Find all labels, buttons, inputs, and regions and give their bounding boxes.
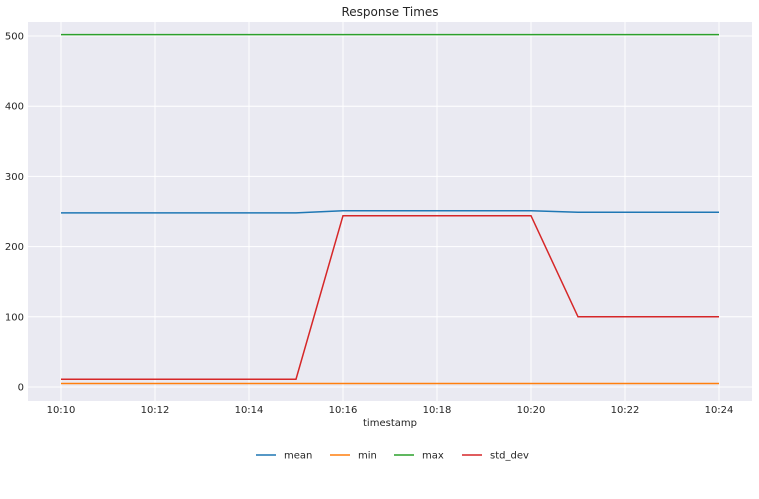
x-tick-label: 10:10: [47, 405, 76, 416]
y-tick-label: 400: [5, 102, 24, 113]
y-tick-label: 500: [5, 32, 24, 43]
legend-label: min: [358, 451, 377, 462]
legend: mean min max std_dev: [256, 451, 529, 462]
x-axis-ticks: 10:10 10:12 10:14 10:16 10:18 10:20 10:22 10:24: [47, 405, 734, 416]
x-tick-label: 10:22: [611, 405, 640, 416]
legend-label: std_dev: [490, 451, 529, 462]
legend-item-mean: mean: [256, 451, 312, 462]
legend-item-std_dev: std_dev: [462, 451, 529, 462]
x-tick-label: 10:18: [423, 405, 452, 416]
legend-label: mean: [284, 451, 312, 462]
y-tick-label: 300: [5, 172, 24, 183]
chart-title: Response Times: [341, 5, 438, 19]
y-axis-ticks: 0 100 200 300 400 500: [5, 32, 24, 394]
y-tick-label: 100: [5, 312, 24, 323]
x-tick-label: 10:24: [705, 405, 734, 416]
x-tick-label: 10:14: [235, 405, 264, 416]
x-tick-label: 10:20: [517, 405, 546, 416]
legend-item-max: max: [394, 451, 444, 462]
x-axis-label: timestamp: [363, 418, 417, 429]
x-tick-label: 10:12: [141, 405, 170, 416]
x-tick-label: 10:16: [329, 405, 358, 416]
y-tick-label: 0: [18, 382, 24, 393]
legend-item-min: min: [330, 451, 377, 462]
y-tick-label: 200: [5, 242, 24, 253]
legend-label: max: [422, 451, 444, 462]
